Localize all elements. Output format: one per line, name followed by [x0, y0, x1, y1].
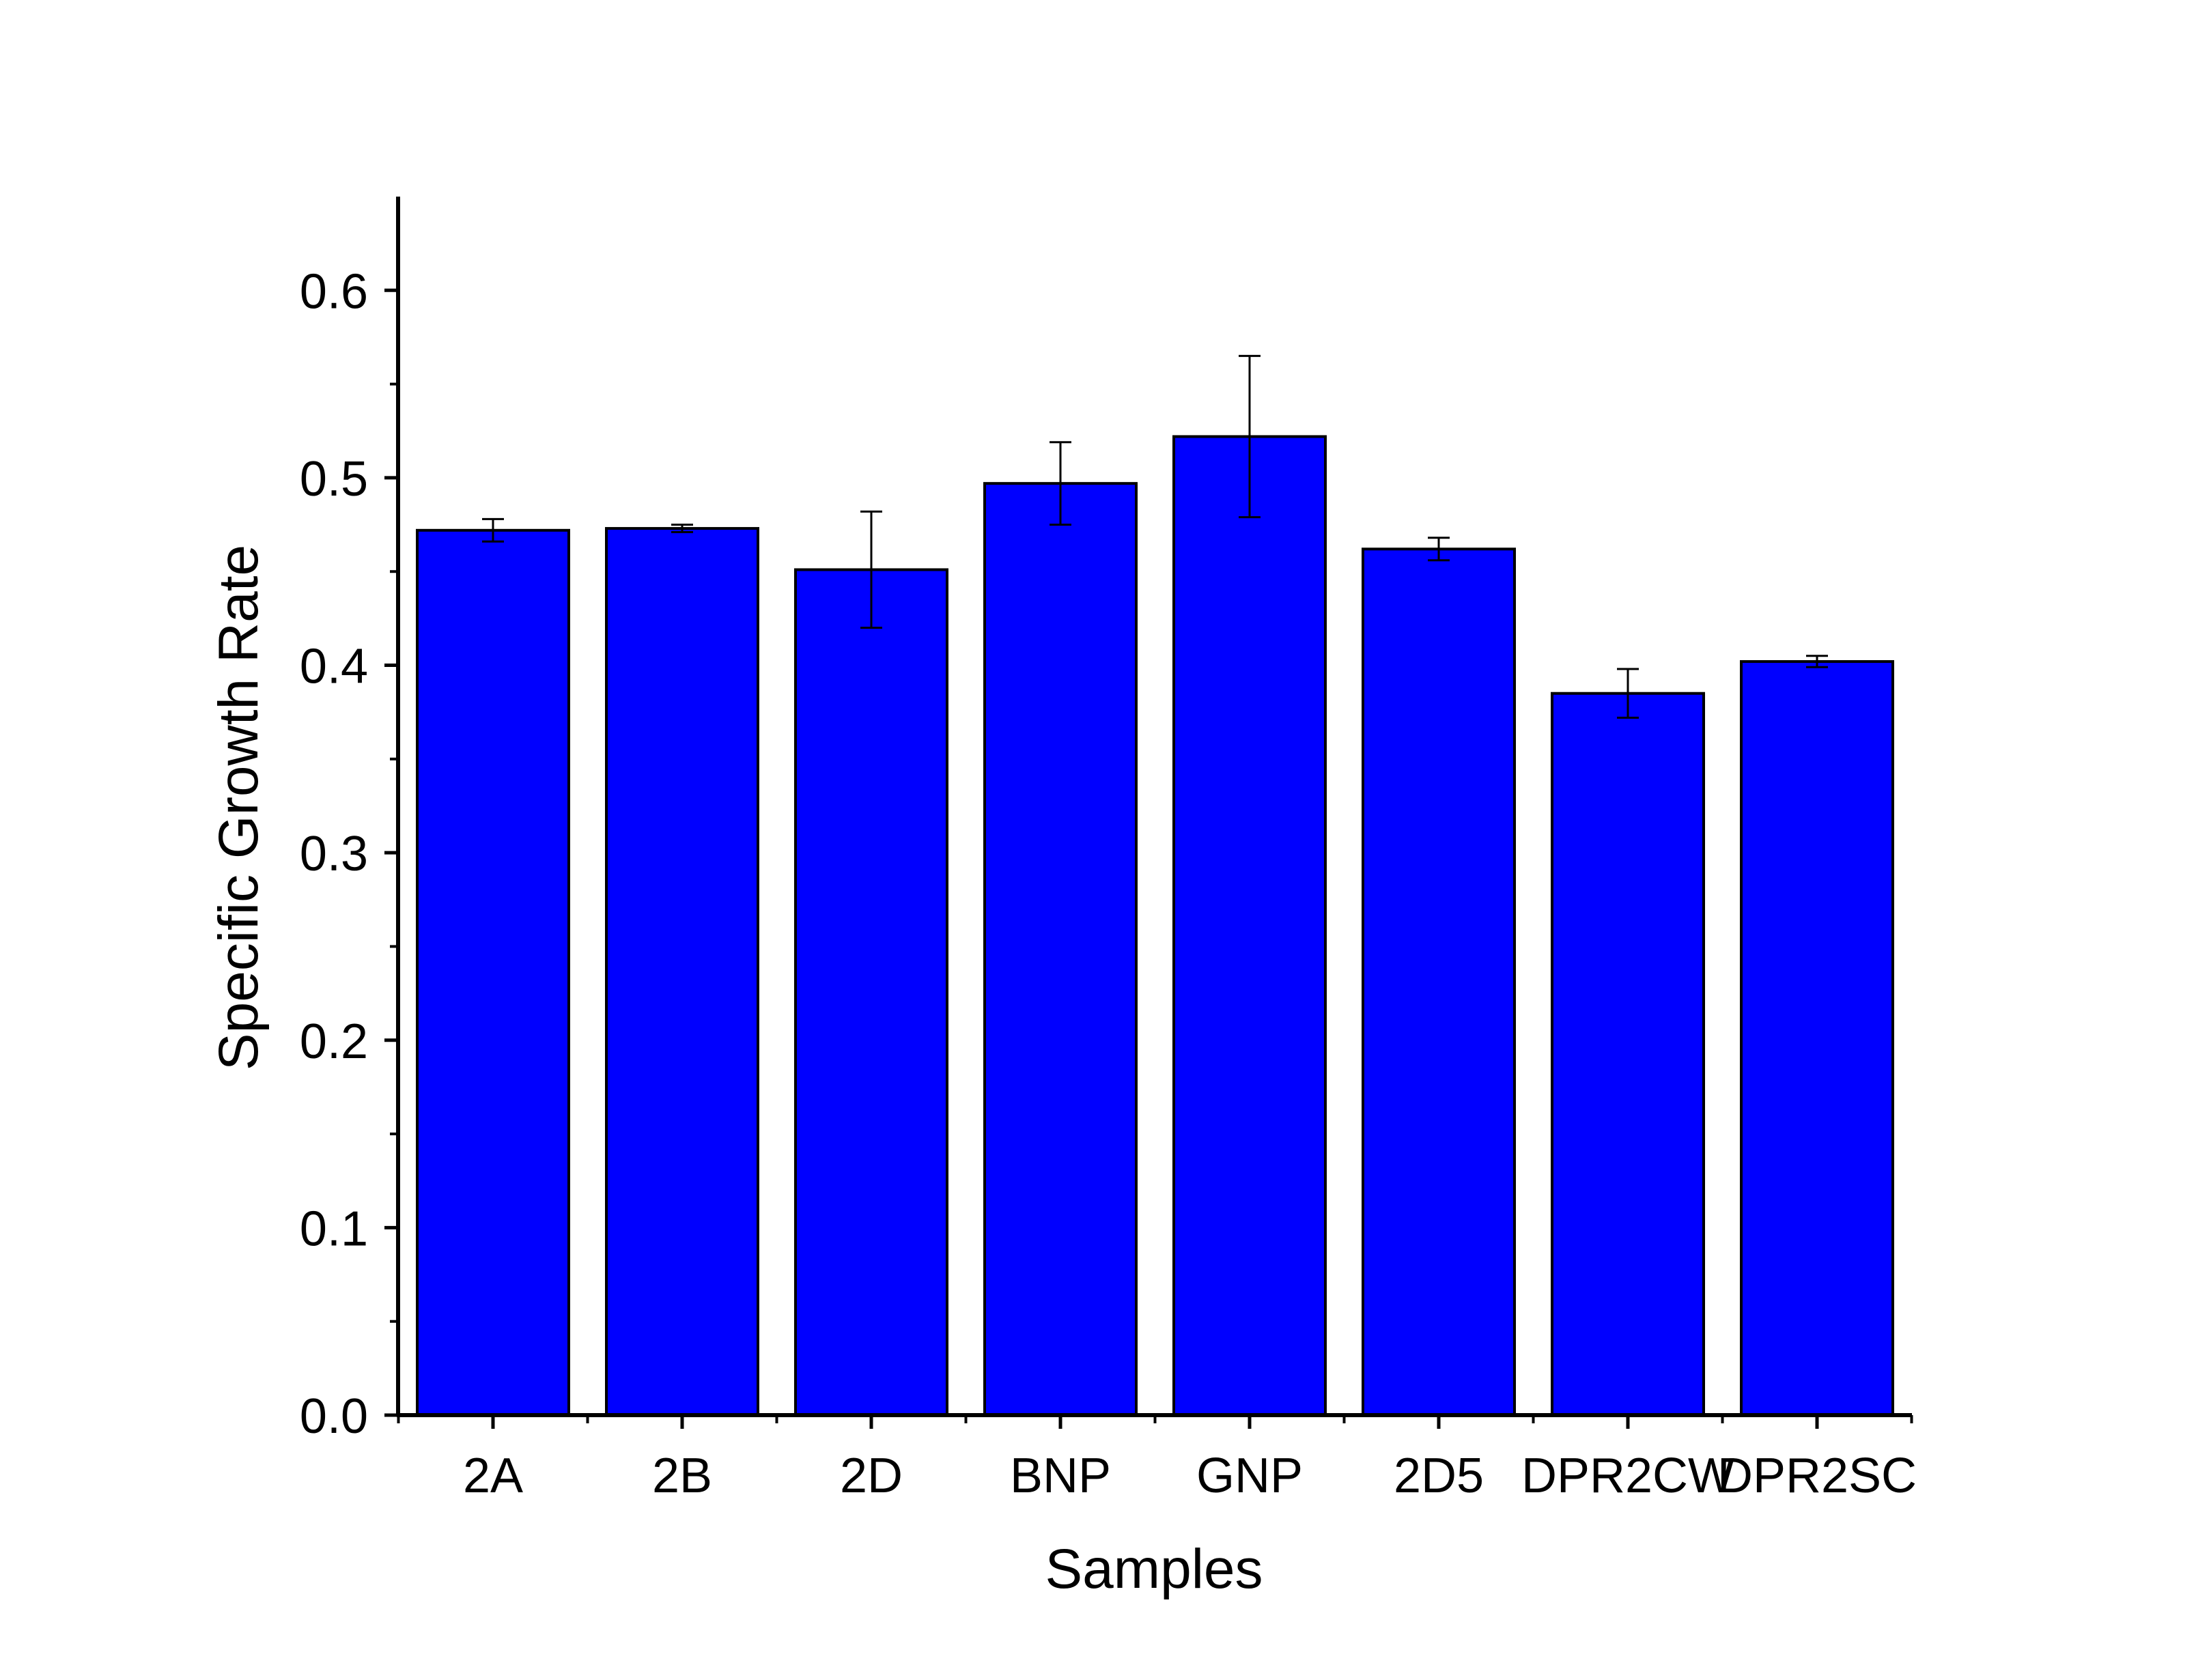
error-bar-dpr2sc — [1806, 655, 1828, 668]
error-bar-2b — [671, 524, 693, 534]
bar-2d — [794, 568, 948, 1416]
error-bar-2d5 — [1428, 537, 1450, 562]
error-bar-bnp — [1050, 441, 1071, 526]
y-tick-label: 0.3 — [300, 827, 368, 881]
x-tick-label: GNP — [1196, 1449, 1303, 1503]
error-bar-2a — [482, 517, 504, 543]
error-bar-dpr2cw — [1617, 668, 1639, 719]
y-tick-label: 0.5 — [300, 452, 368, 507]
bar-2a — [416, 528, 570, 1416]
error-bar-2d — [860, 510, 882, 629]
x-tick-label: BNP — [1010, 1449, 1111, 1503]
bar-2b — [605, 527, 759, 1416]
y-axis-title: Specific Growth Rate — [208, 545, 270, 1070]
x-tick-label: 2A — [463, 1449, 523, 1503]
error-bar-gnp — [1239, 354, 1261, 519]
bar-gnp — [1172, 435, 1327, 1416]
x-tick-label: 2D — [840, 1449, 903, 1503]
x-tick-label: DPR2SC — [1717, 1449, 1917, 1503]
x-tick-label: 2B — [652, 1449, 712, 1503]
bar-dpr2sc — [1740, 660, 1894, 1416]
x-tick-label: DPR2CW — [1521, 1449, 1734, 1503]
axes-layer — [384, 197, 1913, 1429]
bars-layer — [416, 435, 1894, 1417]
bar-dpr2cw — [1551, 692, 1705, 1417]
y-tick-label: 0.2 — [300, 1014, 368, 1069]
bar-bnp — [983, 482, 1138, 1417]
bar-2d5 — [1362, 547, 1516, 1416]
x-tick-label: 2D5 — [1394, 1449, 1484, 1503]
x-axis-title: Samples — [1045, 1538, 1263, 1600]
y-tick-label: 0.1 — [300, 1201, 368, 1256]
y-tick-label: 0.4 — [300, 640, 368, 694]
y-tick-label: 0.0 — [300, 1389, 368, 1444]
y-tick-label: 0.6 — [300, 264, 368, 319]
error-bars-layer — [482, 354, 1828, 719]
labels-layer: Samples Specific Growth Rate 0.0 0.1 0.2 0.… — [208, 264, 1917, 1600]
